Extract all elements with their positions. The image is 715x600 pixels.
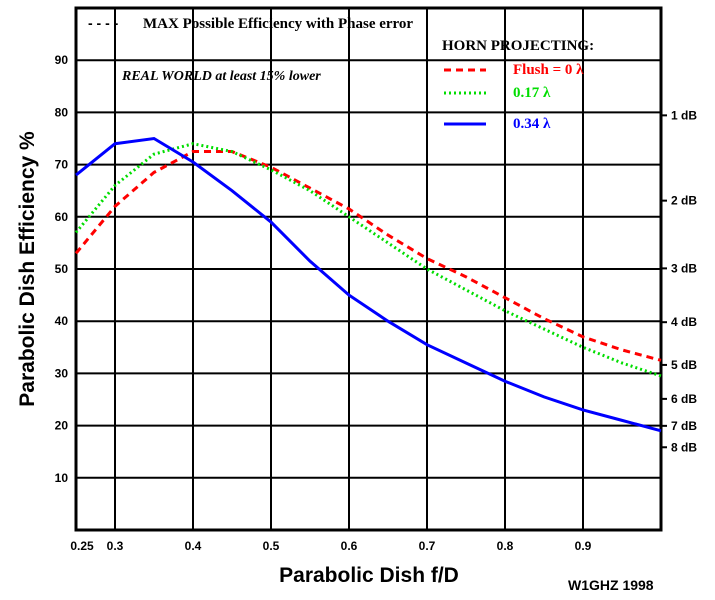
y-axis-label: Parabolic Dish Efficiency % (16, 131, 39, 407)
y-tick-label: 60 (55, 210, 69, 224)
legend-label-1: 0.17 λ (513, 85, 551, 101)
y-tick-label: 80 (55, 105, 69, 119)
db-tick-label: 3 dB (671, 261, 697, 275)
db-tick-label: 4 dB (671, 315, 697, 329)
real-world-note: REAL WORLD at least 15% lower (121, 69, 321, 84)
x-tick-label: 0.6 (341, 539, 358, 553)
db-tick-label: 2 dB (671, 194, 697, 208)
y-tick-label: 40 (55, 314, 69, 328)
series-line-1 (74, 142, 662, 378)
y-tick-label: 70 (55, 158, 69, 172)
db-tick-label: 7 dB (671, 419, 697, 433)
max-note-marker: - - - - (88, 15, 119, 31)
credit: W1GHZ 1998 (568, 577, 654, 593)
max-note: MAX Possible Efficiency with Phase error (143, 16, 413, 32)
y-tick-label: 10 (55, 471, 69, 485)
y-tick-label: 50 (55, 262, 69, 276)
x-tick-label: 0.5 (263, 539, 280, 553)
legend-title: HORN PROJECTING: (442, 38, 594, 54)
legend-label-0: Flush = 0 λ (513, 62, 584, 78)
legend-label-2: 0.34 λ (513, 116, 551, 132)
series-line-2 (75, 136, 662, 433)
db-tick-label: 1 dB (671, 108, 697, 122)
x-tick-label: 0.3 (107, 539, 124, 553)
x-tick-label: 0.7 (419, 539, 436, 553)
db-tick-label: 5 dB (671, 358, 697, 372)
x-tick-label: 0.4 (185, 539, 202, 553)
x-tick-label: 0.8 (497, 539, 514, 553)
y-tick-label: 90 (55, 53, 69, 67)
y-tick-label: 20 (55, 419, 69, 433)
db-tick-label: 8 dB (671, 440, 697, 454)
x-tick-label: 0.9 (575, 539, 592, 553)
x-axis-label: Parabolic Dish f/D (279, 564, 459, 587)
y-tick-label: 30 (55, 366, 69, 380)
series-line-0 (74, 150, 662, 362)
db-tick-label: 6 dB (671, 392, 697, 406)
x-tick-label: 0.25 (70, 539, 94, 553)
